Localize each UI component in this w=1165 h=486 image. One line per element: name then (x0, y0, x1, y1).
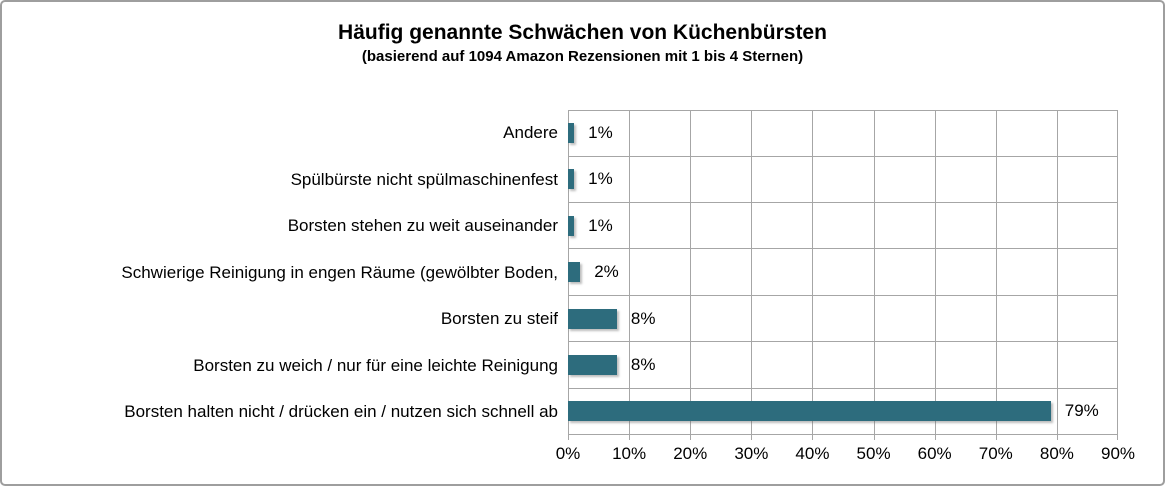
bar (568, 401, 1051, 422)
chart-subtitle: (basierend auf 1094 Amazon Rezensionen m… (361, 48, 804, 66)
chart-row: Borsten zu weich / nur für eine leichte … (4, 342, 1118, 389)
bar (568, 308, 617, 329)
axis-tick (812, 435, 814, 441)
chart-header: Häufig genannte Schwächen von Küchenbürs… (2, 2, 1163, 66)
axis-tick (995, 435, 997, 441)
value-label: 8% (630, 308, 656, 328)
axis-tick-label: 90% (1100, 444, 1136, 464)
chart-row: Borsten zu steif 8% (4, 296, 1118, 343)
bar (568, 215, 575, 236)
plot-cell: 1% (568, 110, 1118, 157)
gridline (873, 110, 875, 436)
axis-tick (690, 435, 692, 441)
axis-tick (568, 435, 569, 441)
bar (568, 169, 575, 190)
gridline (690, 110, 692, 436)
plot-area: Andere 1% Spülbürste nicht spülmaschinenfe… (4, 110, 1118, 436)
axis-tick (934, 435, 936, 441)
chart-row: Schwierige Reinigung in engen Räume (gew… (4, 249, 1118, 296)
plot-cell: 79% (568, 389, 1118, 436)
gridline (934, 110, 936, 436)
gridline (995, 110, 997, 436)
axis-tick-label: 40% (795, 444, 830, 464)
chart-row: Borsten stehen zu weit auseinander 1% (4, 203, 1118, 250)
axis-tick-label: 0% (555, 444, 581, 464)
category-label: Borsten zu weich / nur für eine leichte … (193, 355, 558, 375)
bar (568, 123, 575, 144)
plot-cell: 2% (568, 249, 1118, 296)
category-label: Borsten stehen zu weit auseinander (287, 216, 558, 236)
bar (568, 262, 581, 283)
category-label: Borsten halten nicht / drücken ein / nut… (124, 401, 558, 421)
axis-tick (873, 435, 875, 441)
axis-tick-label: 10% (612, 444, 647, 464)
category-label: Schwierige Reinigung in engen Räume (gew… (121, 262, 558, 282)
axis-tick (1056, 435, 1058, 441)
axis-tick-label: 70% (978, 444, 1013, 464)
axis-tick (751, 435, 753, 441)
plot-cell: 8% (568, 296, 1118, 343)
chart-row: Spülbürste nicht spülmaschinenfest 1% (4, 157, 1118, 204)
gridline (1117, 110, 1118, 436)
category-label: Borsten zu steif (440, 309, 558, 329)
value-label: 1% (588, 215, 613, 235)
axis-tick-label: 60% (917, 444, 952, 464)
gridline (812, 110, 814, 436)
axis-tick-label: 50% (856, 444, 891, 464)
axis-tick-label: 30% (734, 444, 769, 464)
axis-tick-label: 80% (1039, 444, 1074, 464)
category-label: Spülbürste nicht spülmaschinenfest (290, 169, 558, 189)
value-label: 1% (588, 123, 613, 143)
chart-title: Häufig genannte Schwächen von Küchenbürs… (338, 21, 827, 44)
plot-cell: 1% (568, 157, 1118, 204)
chart-row: Andere 1% (4, 110, 1118, 157)
value-label: 1% (588, 169, 613, 189)
category-label: Andere (503, 123, 558, 143)
gridline (629, 110, 631, 436)
plot-cell: 8% (568, 342, 1118, 389)
bar-rows: Andere 1% Spülbürste nicht spülmaschinenfe… (4, 110, 1118, 436)
gridline (1056, 110, 1058, 436)
bar (568, 355, 617, 375)
axis-tick (629, 435, 631, 441)
value-label: 8% (630, 355, 656, 374)
axis-tick (1117, 435, 1118, 441)
gridline (751, 110, 753, 436)
chart-row: Borsten halten nicht / drücken ein / nut… (4, 389, 1118, 436)
x-axis: 0% 10% 20% 30% 40% 50% 60% 70% 80% 90% (556, 435, 1135, 473)
value-label: 79% (1064, 401, 1099, 421)
plot-cell: 1% (568, 203, 1118, 250)
value-label: 2% (594, 262, 619, 282)
axis-tick-label: 20% (673, 444, 708, 464)
